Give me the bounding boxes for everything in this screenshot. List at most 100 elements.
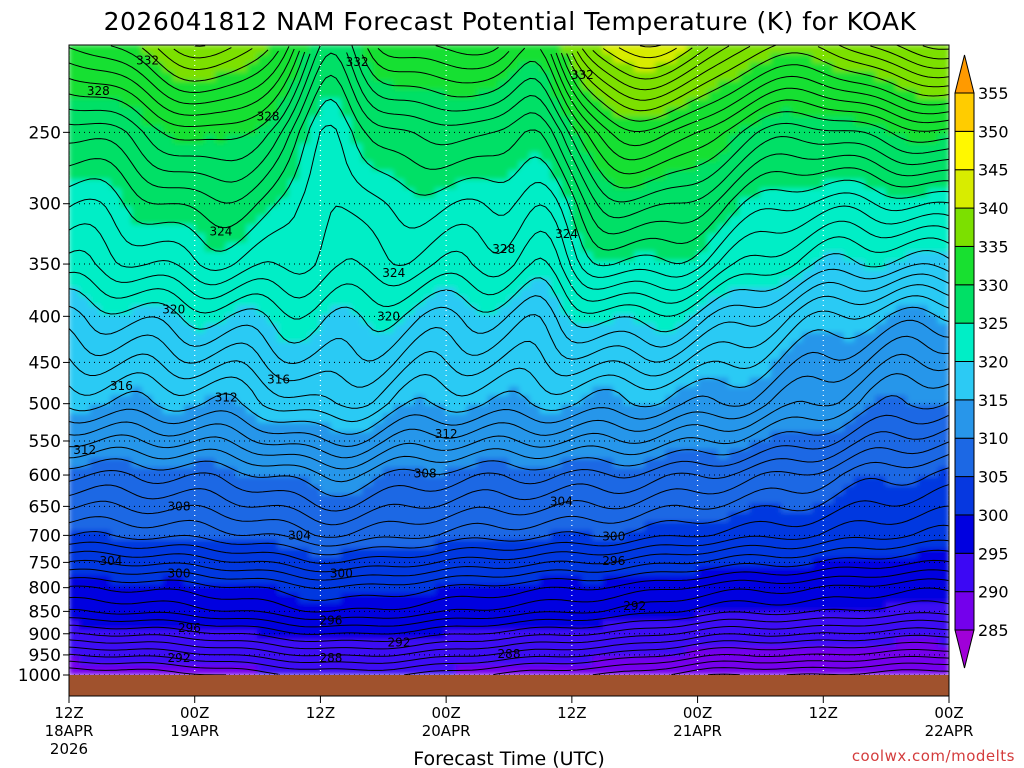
- field-cell: [330, 386, 342, 397]
- field-cell: [644, 458, 657, 469]
- field-cell: [278, 224, 290, 235]
- field-cell: [780, 134, 793, 145]
- field-cell: [152, 386, 164, 397]
- field-cell: [498, 350, 510, 361]
- field-cell: [445, 53, 458, 64]
- field-cell: [267, 152, 280, 163]
- field-cell: [697, 413, 709, 424]
- field-cell: [518, 413, 531, 424]
- field-cell: [749, 179, 761, 190]
- field-cell: [257, 611, 269, 622]
- field-cell: [361, 503, 374, 514]
- field-cell: [466, 602, 479, 613]
- field-cell: [665, 143, 678, 154]
- field-cell: [498, 422, 510, 433]
- field-cell: [183, 638, 196, 649]
- field-cell: [309, 656, 321, 667]
- field-cell: [225, 323, 238, 334]
- field-cell: [759, 179, 772, 190]
- field-cell: [707, 377, 720, 388]
- field-cell: [351, 449, 363, 460]
- field-cell: [120, 467, 133, 478]
- field-cell: [435, 638, 447, 649]
- field-cell: [759, 521, 772, 532]
- field-cell: [424, 620, 437, 631]
- field-cell: [456, 45, 468, 55]
- field-cell: [435, 134, 447, 145]
- field-cell: [550, 89, 562, 100]
- field-cell: [550, 80, 562, 91]
- field-cell: [498, 584, 510, 595]
- field-cell: [560, 215, 573, 226]
- field-cell: [634, 305, 646, 316]
- field-cell: [644, 305, 657, 316]
- field-cell: [183, 494, 196, 505]
- field-cell: [267, 359, 280, 370]
- field-cell: [351, 575, 363, 586]
- field-cell: [550, 107, 562, 118]
- field-cell: [477, 71, 489, 82]
- field-cell: [508, 359, 520, 370]
- field-cell: [236, 449, 248, 460]
- field-cell: [487, 89, 500, 100]
- field-cell: [351, 206, 363, 217]
- field-cell: [749, 467, 761, 478]
- field-cell: [382, 404, 395, 415]
- field-cell: [382, 548, 395, 559]
- field-cell: [309, 368, 321, 379]
- field-cell: [498, 45, 510, 55]
- field-cell: [194, 539, 206, 550]
- field-cell: [330, 314, 342, 325]
- field-cell: [759, 215, 772, 226]
- field-cell: [403, 89, 416, 100]
- field-cell: [655, 242, 667, 253]
- field-cell: [120, 215, 133, 226]
- field-cell: [487, 215, 500, 226]
- field-cell: [330, 152, 342, 163]
- field-cell: [162, 413, 175, 424]
- field-cell: [435, 530, 447, 541]
- field-cell: [173, 62, 185, 73]
- field-cell: [78, 386, 91, 397]
- field-cell: [655, 611, 667, 622]
- field-cell: [508, 80, 520, 91]
- field-cell: [529, 494, 541, 505]
- field-cell: [414, 458, 426, 469]
- field-cell: [655, 251, 667, 262]
- field-cell: [477, 512, 489, 523]
- field-cell: [382, 278, 395, 289]
- field-cell: [560, 575, 573, 586]
- field-cell: [267, 89, 280, 100]
- field-cell: [539, 296, 552, 307]
- field-cell: [351, 413, 363, 424]
- field-cell: [456, 593, 468, 604]
- field-cell: [655, 206, 667, 217]
- field-cell: [246, 305, 259, 316]
- field-cell: [361, 377, 374, 388]
- field-cell: [791, 557, 803, 568]
- field-cell: [162, 45, 175, 55]
- field-cell: [225, 476, 238, 487]
- field-cell: [173, 45, 185, 55]
- field-cell: [236, 296, 248, 307]
- field-cell: [749, 170, 761, 181]
- field-cell: [676, 116, 688, 127]
- field-cell: [319, 98, 332, 109]
- field-cell: [340, 638, 353, 649]
- field-cell: [414, 269, 426, 280]
- field-cell: [466, 386, 479, 397]
- field-cell: [592, 521, 604, 532]
- field-cell: [529, 449, 541, 460]
- field-cell: [120, 611, 133, 622]
- field-cell: [152, 359, 164, 370]
- field-cell: [812, 143, 824, 154]
- field-cell: [69, 224, 80, 235]
- field-cell: [278, 296, 290, 307]
- field-cell: [99, 260, 112, 271]
- field-cell: [393, 485, 405, 496]
- field-cell: [477, 521, 489, 532]
- field-cell: [403, 170, 416, 181]
- field-cell: [780, 530, 793, 541]
- field-cell: [655, 404, 667, 415]
- field-cell: [162, 629, 175, 640]
